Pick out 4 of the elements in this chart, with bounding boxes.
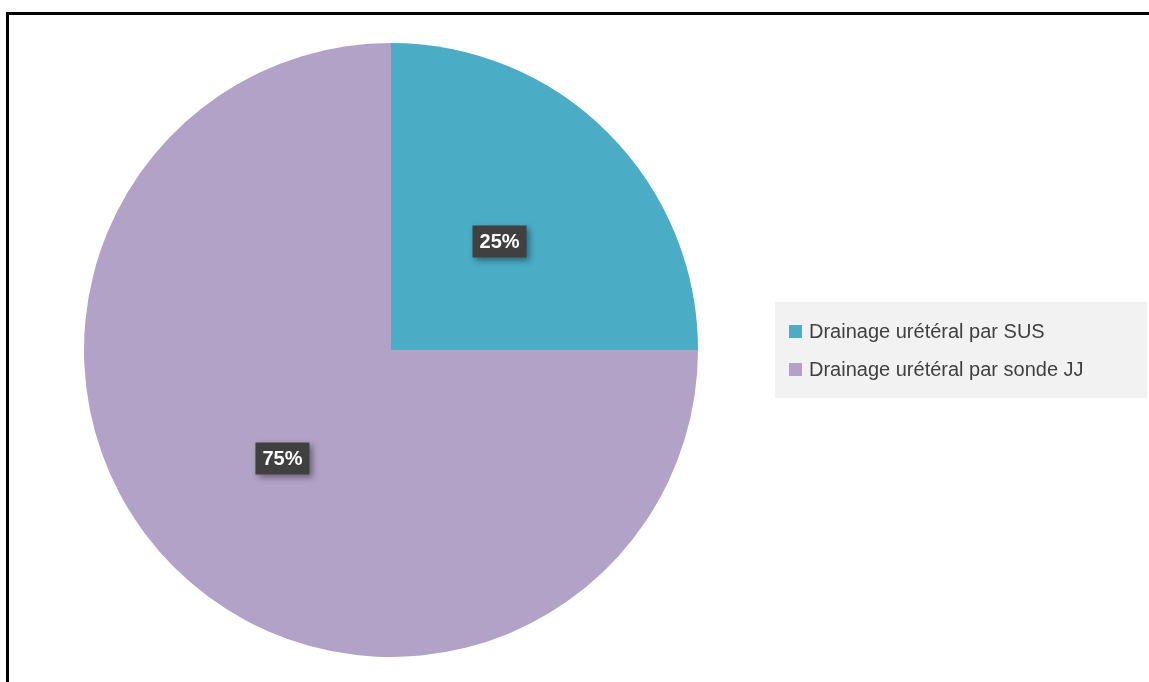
data-label: 75% (262, 447, 303, 470)
data-label: 25% (479, 229, 520, 252)
legend-label: Drainage urétéral par SUS (809, 319, 1045, 343)
legend-label: Drainage urétéral par sonde JJ (809, 357, 1084, 381)
